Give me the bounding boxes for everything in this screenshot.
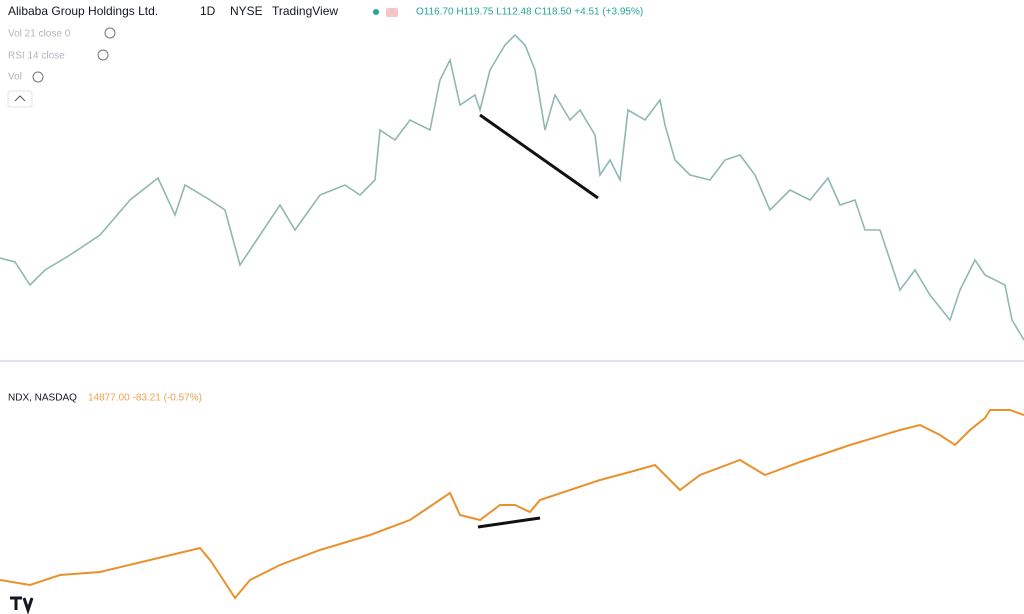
eye-icon[interactable] — [32, 71, 44, 83]
index-line — [0, 409, 1024, 600]
flag[interactable] — [386, 8, 398, 17]
status-dot — [373, 9, 379, 15]
ohlc-values: O116.70 H119.75 L112.48 C118.50 +4.51 (+… — [416, 7, 643, 18]
symbol-title[interactable]: Alibaba Group Holdings Ltd. — [8, 4, 158, 18]
lower-quote: 14877.00 -83.21 (-0.57%) — [88, 393, 202, 404]
collapse-icon — [14, 95, 26, 102]
indicator-label[interactable]: RSI 14 close — [8, 51, 65, 62]
indicator-label[interactable]: Vol 21 close 0 — [8, 29, 71, 40]
eye-icon[interactable] — [104, 27, 116, 39]
tv-logo[interactable] — [10, 596, 34, 614]
source: TradingView — [272, 4, 338, 18]
eye-icon[interactable] — [97, 49, 109, 61]
collapse-button[interactable] — [7, 90, 33, 108]
interval[interactable]: 1D — [200, 4, 216, 18]
price-line — [0, 33, 1024, 341]
trend-line[interactable] — [479, 113, 599, 200]
exchange: NYSE — [230, 4, 263, 18]
indicator-label[interactable]: Vol — [8, 72, 22, 83]
trend-line[interactable] — [477, 516, 541, 529]
lower-symbol[interactable]: NDX, NASDAQ — [8, 393, 77, 404]
